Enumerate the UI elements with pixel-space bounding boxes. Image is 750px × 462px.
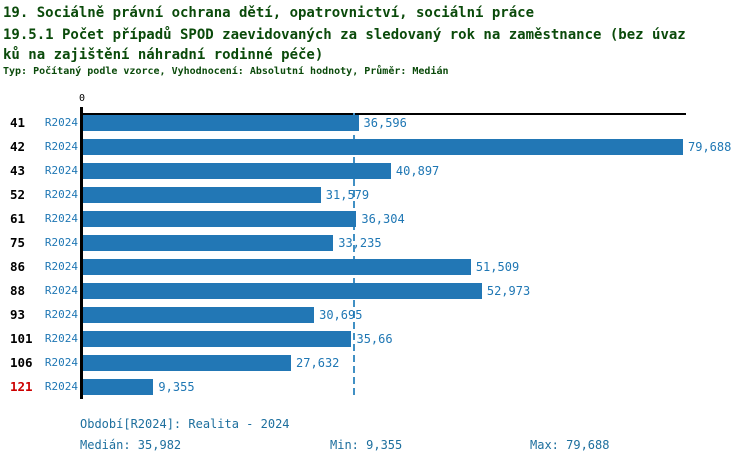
category-label: 75 <box>10 235 26 250</box>
bar-row: 52 R2024 31,579 <box>0 187 750 203</box>
category-label: 93 <box>10 307 26 322</box>
bar <box>83 379 154 395</box>
bar <box>83 163 391 179</box>
median-line <box>352 113 355 399</box>
bar-row: 75 R2024 33,235 <box>0 235 750 251</box>
series-label: R2024 <box>44 260 78 273</box>
bar-row: 42 R2024 79,688 <box>0 139 750 155</box>
chart-meta: Typ: Počítaný podle vzorce, Vyhodnocení:… <box>3 66 449 77</box>
category-label: 86 <box>10 259 26 274</box>
bar <box>83 211 357 227</box>
series-label: R2024 <box>44 140 78 153</box>
value-label: 40,897 <box>395 164 440 178</box>
value-label: 36,304 <box>361 212 405 226</box>
value-label: 31,579 <box>325 188 370 202</box>
value-label: 33,235 <box>338 236 382 250</box>
footer-median: Medián: 35,982 <box>80 438 182 452</box>
value-label: 51,509 <box>475 260 520 274</box>
series-label: R2024 <box>44 380 78 393</box>
page-title: 19. Sociálně právní ochrana dětí, opatro… <box>3 5 535 21</box>
value-label: 30,695 <box>319 308 363 322</box>
indicator-title: 19.5.1 Počet případů SPOD zaevidovaných … <box>3 27 686 63</box>
bar <box>83 259 471 275</box>
bar-row: 93 R2024 30,695 <box>0 307 750 323</box>
series-label: R2024 <box>44 116 78 129</box>
bar-row: 88 R2024 52,973 <box>0 283 750 299</box>
value-label: 52,973 <box>486 284 531 298</box>
value-label: 35,66 <box>356 332 393 346</box>
bar <box>83 283 482 299</box>
value-label: 27,632 <box>296 356 340 370</box>
bar <box>83 115 359 131</box>
category-label: 43 <box>10 163 26 178</box>
bar <box>83 187 321 203</box>
category-label: 41 <box>10 115 26 130</box>
footer-max: Max: 79,688 <box>530 438 610 452</box>
category-label: 121 <box>10 379 33 394</box>
value-label: 36,596 <box>363 116 407 130</box>
bar-row: 43 R2024 40,897 <box>0 163 750 179</box>
bar <box>83 331 352 347</box>
bar-row: 106 R2024 27,632 <box>0 355 750 371</box>
category-label: 61 <box>10 211 26 226</box>
series-label: R2024 <box>44 188 78 201</box>
footer-min: Min: 9,355 <box>330 438 403 452</box>
bar-row: 86 R2024 51,509 <box>0 259 750 275</box>
series-label: R2024 <box>44 236 78 249</box>
bar <box>83 307 315 323</box>
category-label: 52 <box>10 187 26 202</box>
series-label: R2024 <box>44 212 78 225</box>
series-label: R2024 <box>44 332 78 345</box>
value-label: 79,688 <box>688 140 732 154</box>
bar-row: 41 R2024 36,596 <box>0 115 750 131</box>
bar <box>83 139 683 155</box>
bar-row: 101 R2024 35,66 <box>0 331 750 347</box>
bar <box>83 355 292 371</box>
series-label: R2024 <box>44 164 78 177</box>
category-label: 42 <box>10 139 26 154</box>
category-label: 88 <box>10 283 26 298</box>
category-label: 106 <box>10 355 33 370</box>
category-label: 101 <box>10 331 33 346</box>
series-label: R2024 <box>44 284 78 297</box>
footer-period: Období[R2024]: Realita - 2024 <box>80 417 290 431</box>
y-axis-line <box>80 107 83 399</box>
bar-row: 121 R2024 9,355 <box>0 379 750 395</box>
axis-zero-tick-label: 0 <box>78 93 86 104</box>
series-label: R2024 <box>44 308 78 321</box>
bar-row: 61 R2024 36,304 <box>0 211 750 227</box>
value-label: 9,355 <box>158 380 195 394</box>
series-label: R2024 <box>44 356 78 369</box>
x-axis-top-line <box>80 113 686 115</box>
bar <box>83 235 334 251</box>
